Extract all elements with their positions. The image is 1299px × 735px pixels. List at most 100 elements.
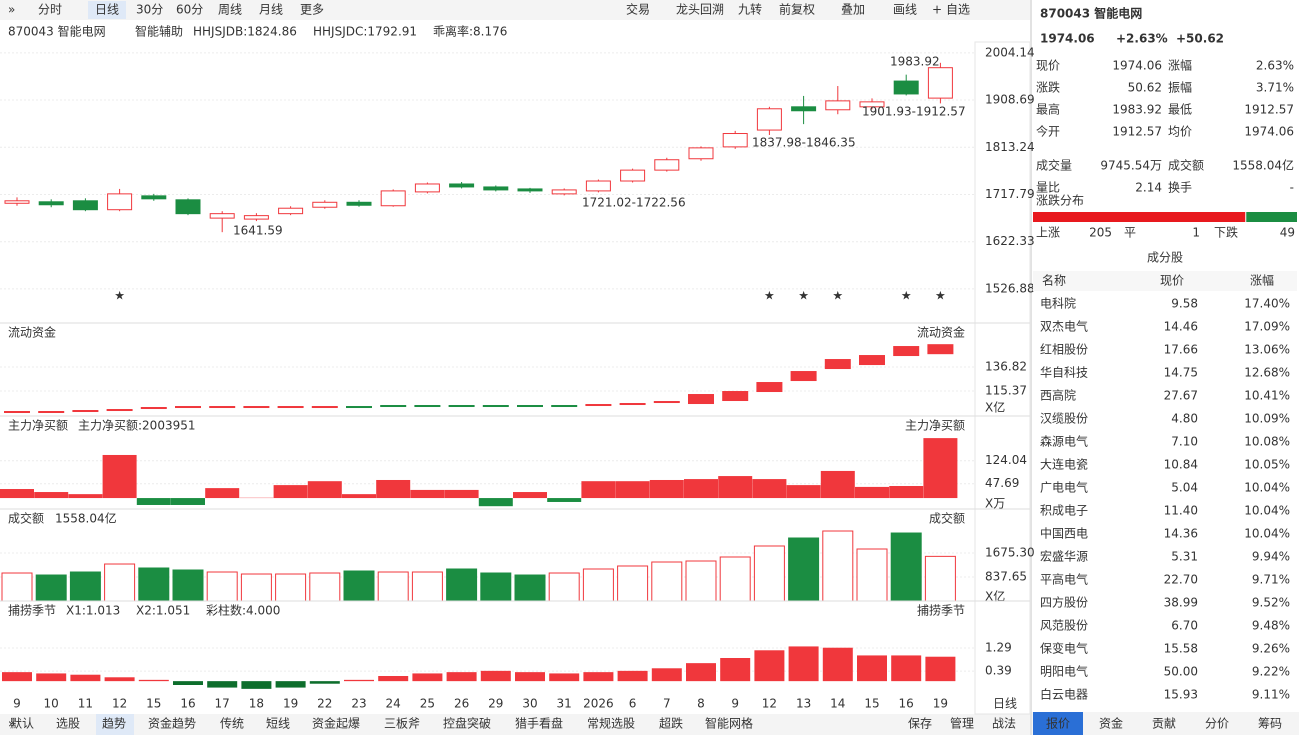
bottom-tab[interactable]: 传统 (220, 716, 244, 731)
flow-bar (859, 355, 885, 366)
stock-name[interactable]: 积成电子 (1040, 504, 1088, 518)
stock-name[interactable]: 白云电器 (1040, 687, 1088, 702)
date-label: 30 (522, 697, 537, 711)
expand[interactable]: » (8, 717, 15, 731)
netbuy-bar (0, 489, 34, 499)
stock-change: 10.04% (1244, 527, 1290, 541)
dist-value: 205 (1089, 226, 1112, 240)
bottom-tab[interactable]: 猎手看盘 (515, 716, 563, 731)
flow-bar (140, 407, 167, 410)
stock-name[interactable]: 广电电气 (1040, 480, 1088, 495)
active-period (88, 1, 126, 19)
tab-bar (0, 714, 1030, 735)
candle-body (449, 183, 475, 188)
tool-button[interactable]: 前复权 (779, 2, 815, 17)
tool-button[interactable]: 龙头回溯 (676, 2, 724, 17)
netbuy-bar (444, 489, 479, 499)
volume-bar (548, 572, 580, 602)
period-tab[interactable]: 日线 (95, 3, 119, 17)
period-tab[interactable]: 更多 (300, 3, 324, 17)
stock-name[interactable]: 风范股份 (1040, 619, 1088, 633)
quote-value: 1912.57 (1244, 103, 1294, 117)
netbuy-bar (581, 481, 616, 499)
period-tab[interactable]: 月线 (259, 3, 283, 17)
y-tick-label: 837.65 (985, 570, 1027, 584)
bottom-tab[interactable]: 控盘突破 (443, 716, 491, 731)
bottom-tab[interactable]: 三板斧 (384, 717, 420, 731)
season-bar (822, 647, 853, 682)
table-header: 涨幅 (1250, 273, 1274, 288)
tool-button[interactable]: 画线 (893, 3, 917, 17)
stock-name[interactable]: 华自科技 (1040, 366, 1088, 380)
bottom-tab[interactable]: 短线 (266, 717, 290, 731)
panel-title-right: 成交额 (929, 511, 965, 526)
period-tab[interactable]: 周线 (218, 3, 242, 17)
stock-name[interactable]: 保变电气 (1040, 641, 1088, 656)
expand[interactable]: » (8, 3, 15, 17)
stock-name[interactable]: 平高电气 (1040, 572, 1088, 587)
date-label: 18 (249, 697, 264, 711)
quote-value: 1558.04亿 (1232, 158, 1294, 173)
date-label: 9 (731, 697, 739, 711)
flow-bar (653, 401, 680, 404)
bottom-tab[interactable]: 选股 (56, 717, 80, 731)
tool-button[interactable]: 叠加 (841, 3, 865, 17)
panel-label: X1:1.013 (66, 604, 120, 618)
action-button[interactable]: 管理 (950, 716, 974, 731)
quote-tab[interactable]: 报价 (1046, 716, 1070, 731)
bottom-tab[interactable]: 资金趋势 (148, 716, 196, 731)
season-bar (583, 672, 614, 682)
bottom-tab[interactable]: 常规选股 (587, 716, 635, 731)
date-label: 15 (864, 697, 879, 711)
netbuy-bar (273, 485, 308, 499)
action-button[interactable]: 战法 (992, 717, 1016, 731)
date-label: 31 (557, 697, 572, 711)
action-button[interactable]: 保存 (908, 717, 932, 731)
stock-name[interactable]: 汉缆股份 (1040, 412, 1088, 426)
season-bar (344, 679, 374, 682)
quote-tab[interactable]: 分价 (1205, 717, 1229, 731)
period-tab[interactable]: 60分 (176, 3, 203, 17)
quote-label: 涨幅 (1168, 58, 1192, 73)
candle-body (722, 133, 748, 148)
stock-name[interactable]: 宏盛华源 (1040, 549, 1088, 564)
indicator-value: HHJSJDB:1824.86 (193, 25, 297, 39)
indicator: 智能辅助 (135, 24, 183, 39)
signal-star: ★ (798, 289, 809, 303)
date-label: 12 (112, 697, 127, 711)
candle-body (346, 201, 372, 206)
price-annotation: 1721.02-1722.56 (582, 196, 686, 210)
price-annotation: 1901.93-1912.57 (862, 105, 966, 119)
netbuy-bar (684, 479, 718, 499)
bottom-tab[interactable]: 资金起爆 (312, 716, 360, 731)
stock-name[interactable]: 电科院 (1040, 297, 1076, 311)
date-label: 29 (488, 697, 503, 711)
bottom-tab[interactable]: 趋势 (102, 717, 126, 731)
date-label: 12 (762, 697, 777, 711)
stock-name[interactable]: 红相股份 (1040, 342, 1088, 357)
stock-name[interactable]: 四方股份 (1040, 595, 1088, 610)
volume-bar (411, 571, 443, 602)
stock-name[interactable]: 西高院 (1040, 388, 1076, 403)
bottom-tab[interactable]: 超跌 (659, 716, 683, 731)
quote-tab[interactable]: 贡献 (1152, 716, 1176, 731)
stock-name[interactable]: 明阳电气 (1040, 664, 1088, 679)
netbuy-bar (786, 485, 821, 499)
stock-price: 27.67 (1164, 389, 1198, 403)
bottom-tab[interactable]: 智能网格 (705, 716, 753, 731)
period-tab[interactable]: 30分 (136, 3, 163, 17)
stock-name[interactable]: 双杰电气 (1040, 319, 1088, 334)
stock-name[interactable]: 森源电气 (1040, 434, 1088, 449)
season-bar (788, 646, 819, 682)
period-tab[interactable]: 分时 (38, 3, 62, 17)
panel-title: 成交额 (8, 511, 44, 526)
tool-button[interactable]: 九转 (738, 2, 762, 17)
tool-button[interactable]: 交易 (626, 2, 650, 17)
stock-name[interactable]: 中国西电 (1040, 526, 1088, 541)
quote-tab[interactable]: 资金 (1099, 716, 1123, 731)
stock-name[interactable]: 大连电瓷 (1040, 457, 1088, 472)
quote-tab[interactable]: 筹码 (1258, 717, 1282, 731)
tool-button[interactable]: 自选 (946, 3, 970, 17)
quote-value: 9745.54万 (1100, 159, 1162, 173)
bottom-tab[interactable]: 默认 (10, 716, 34, 731)
